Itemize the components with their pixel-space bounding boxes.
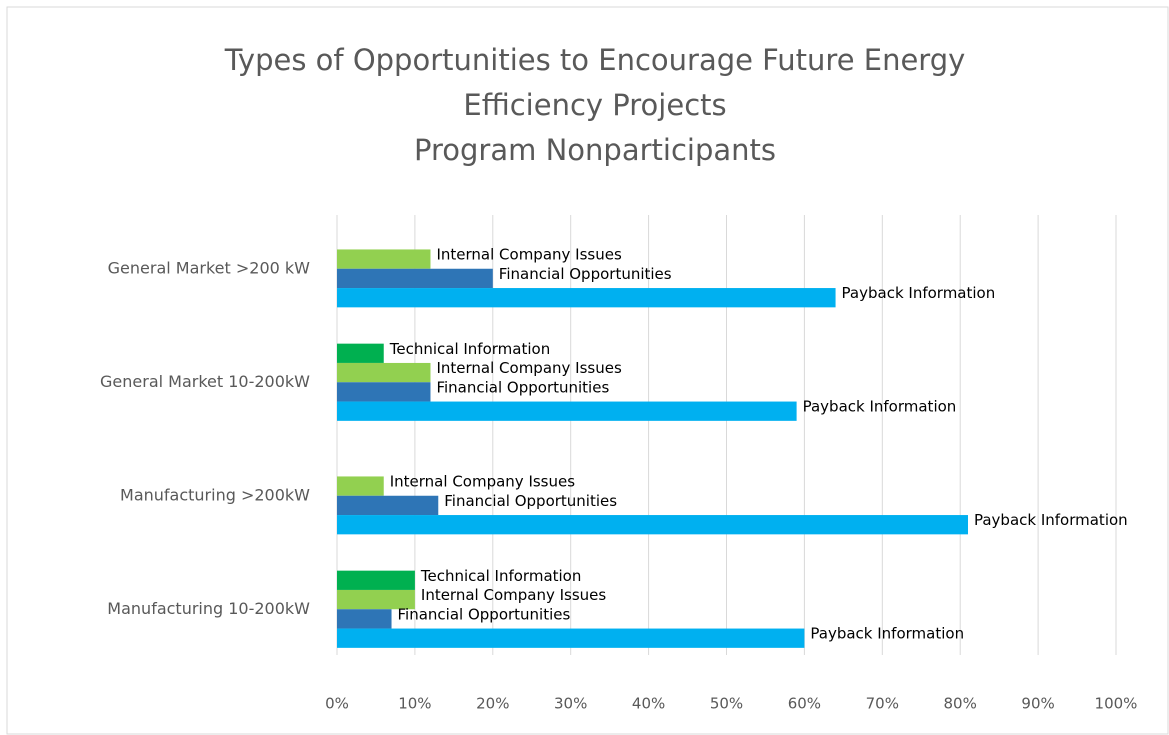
bar [337, 589, 415, 610]
bar [337, 515, 968, 535]
bar [337, 288, 836, 308]
y-tick-label: Manufacturing 10-200kW [107, 599, 310, 618]
data-label: Payback Information [842, 284, 996, 302]
bar [337, 401, 797, 421]
x-tick-label: 80% [944, 695, 977, 713]
bar [337, 382, 431, 402]
y-tick-label: Manufacturing >200kW [120, 485, 310, 504]
x-tick-label: 10% [398, 695, 431, 713]
bar [337, 343, 384, 363]
x-tick-label: 70% [866, 695, 899, 713]
y-tick-label: General Market 10-200kW [100, 372, 310, 391]
bar [337, 268, 493, 289]
data-label: Internal Company Issues [436, 246, 621, 264]
bar [337, 362, 431, 383]
x-tick-label: 90% [1021, 695, 1054, 713]
chart-frame [6, 6, 1169, 735]
x-tick-label: 30% [554, 695, 587, 713]
x-tick-label: 50% [710, 695, 743, 713]
bar [337, 570, 415, 590]
bar [337, 495, 439, 516]
bar [337, 609, 392, 629]
x-tick-label: 20% [476, 695, 509, 713]
data-label: Financial Opportunities [436, 378, 609, 396]
data-label: Technical Information [420, 567, 581, 585]
chart-title: Efficiency Projects [463, 88, 726, 122]
bar [337, 476, 384, 496]
chart-title: Program Nonparticipants [414, 133, 776, 167]
data-label: Internal Company Issues [436, 359, 621, 377]
data-label: Payback Information [810, 625, 964, 643]
x-tick-label: 40% [632, 695, 665, 713]
chart-title: Types of Opportunities to Encourage Futu… [224, 43, 966, 77]
data-label: Internal Company Issues [390, 473, 575, 491]
data-label: Financial Opportunities [398, 605, 571, 623]
data-label: Technical Information [389, 340, 550, 358]
data-label: Internal Company Issues [421, 586, 606, 604]
x-tick-label: 60% [788, 695, 821, 713]
x-tick-label: 0% [325, 695, 349, 713]
data-label: Financial Opportunities [444, 492, 617, 510]
x-tick-label: 100% [1095, 695, 1138, 713]
bar [337, 249, 431, 269]
data-label: Financial Opportunities [499, 265, 672, 283]
y-tick-label: General Market >200 kW [108, 258, 311, 277]
data-label: Payback Information [974, 511, 1128, 529]
data-label: Payback Information [803, 398, 957, 416]
bar [337, 628, 805, 648]
